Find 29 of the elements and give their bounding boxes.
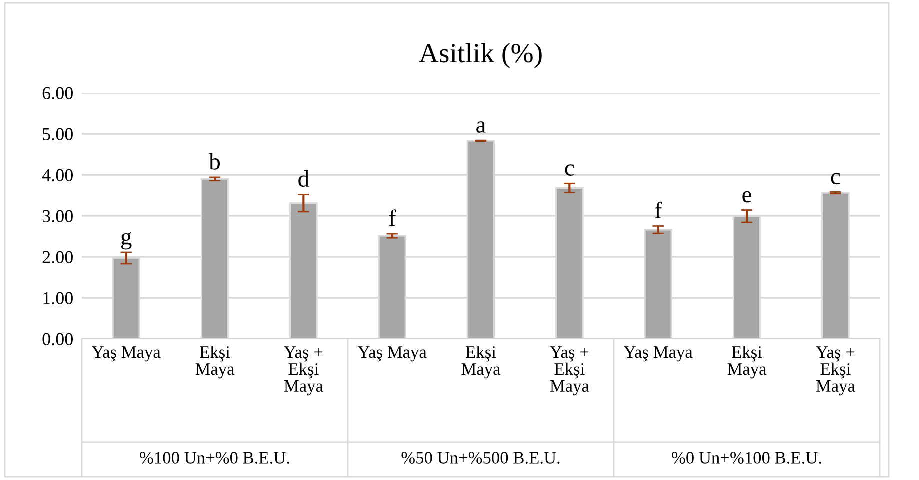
x-tick-label: Yaş + Ekşi Maya <box>816 346 856 396</box>
x-tick-label: Yaş + Ekşi Maya <box>284 346 324 396</box>
x-tick-label: Ekşi Maya <box>728 346 767 379</box>
data-label: f <box>655 202 662 218</box>
x-tick-label: Yaş Maya <box>358 346 427 362</box>
data-label: c <box>831 173 840 185</box>
y-tick-label: 4.00 <box>42 169 73 182</box>
text: %50 Un+%500 B.E.U. <box>402 452 560 464</box>
text: %100 Un+%0 B.E.U. <box>140 452 290 464</box>
y-tick-label: 3.00 <box>42 210 73 223</box>
y-tick-label: 0.00 <box>42 333 73 346</box>
data-label: d <box>298 170 310 188</box>
y-tick-label: 2.00 <box>42 251 73 264</box>
text: %0 Un+%100 B.E.U. <box>672 452 822 464</box>
y-tick-label: 5.00 <box>43 128 73 141</box>
x-tick-label: Ekşi Maya <box>462 346 501 379</box>
data-label: b <box>209 153 220 170</box>
data-label: f <box>389 210 396 226</box>
x-tick-label: Yaş + Ekşi Maya <box>550 346 590 396</box>
data-label: a <box>476 122 486 133</box>
y-tick-label: 1.00 <box>44 292 73 305</box>
x-tick-label: Ekşi Maya <box>196 346 235 379</box>
data-label: e <box>742 191 752 203</box>
data-label: c <box>565 164 574 176</box>
y-tick-label: 6.00 <box>42 87 73 100</box>
data-label: g <box>121 232 132 250</box>
x-tick-label: Yaş Maya <box>92 346 161 362</box>
chart-title: Asitlik (%) <box>419 43 542 68</box>
x-tick-label: Yaş Maya <box>624 346 693 362</box>
